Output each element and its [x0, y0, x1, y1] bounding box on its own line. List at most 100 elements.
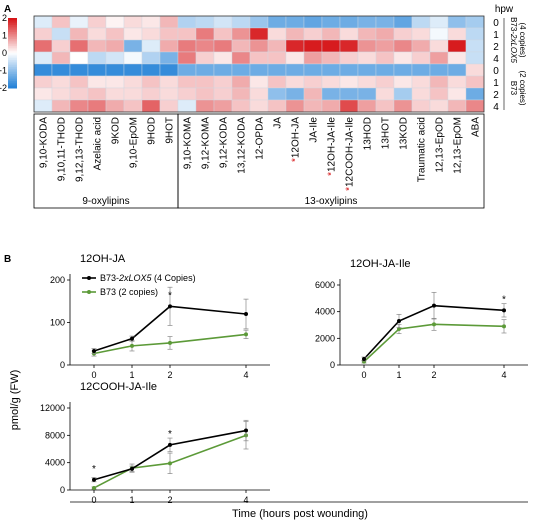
- heatmap-cell: [51, 51, 71, 65]
- colorbar-segment: [8, 86, 17, 89]
- colorbar-segment: [8, 42, 17, 45]
- row-group-name: B73: [509, 81, 518, 96]
- row-group-subtitle: (4 copies): [518, 22, 527, 57]
- heatmap-cell: [231, 87, 251, 101]
- heatmap-cell: [375, 27, 395, 41]
- column-label-text: 9,12-KOMA: [201, 117, 212, 170]
- heatmap-cell: [357, 27, 377, 41]
- significance-star: *: [92, 464, 96, 475]
- heatmap-cell: [159, 15, 179, 29]
- legend-text: (4 Copies): [152, 273, 196, 283]
- heatmap-cell: [447, 99, 467, 113]
- heatmap-cell: [105, 99, 125, 113]
- colorbar-segment: [8, 74, 17, 77]
- heatmap-cell: [69, 39, 89, 53]
- heatmap-cell: [321, 75, 341, 89]
- row-group-name-main: B73: [509, 81, 518, 96]
- heatmap-cell: [249, 99, 269, 113]
- chart-title: 12COOH-JA-Ile: [80, 381, 157, 393]
- heatmap-cell: [141, 51, 161, 65]
- colorbar-segment: [8, 58, 17, 61]
- row-label: 0: [493, 18, 499, 29]
- column-label: 12-OPDA: [255, 117, 266, 160]
- y-tick-label: 0: [60, 485, 65, 495]
- heatmap-cell: [105, 27, 125, 41]
- heatmap-cell: [447, 15, 467, 29]
- heatmap-cell: [87, 87, 107, 101]
- series-line: [93, 434, 247, 489]
- colorbar-tick-label: 0: [2, 48, 7, 58]
- colorbar-segment: [8, 81, 17, 84]
- heatmap-cell: [123, 15, 143, 29]
- heatmap-cell: [33, 15, 53, 29]
- heatmap-cell: [393, 63, 413, 77]
- heatmap-cell: [357, 87, 377, 101]
- heatmap-cell: [159, 27, 179, 41]
- heatmap-cell: [69, 27, 89, 41]
- heatmap-cell: [177, 75, 197, 89]
- heatmap-cell: [303, 39, 323, 53]
- y-tick-label: 4000: [45, 458, 65, 468]
- column-label: 9,10-EpOM: [129, 117, 140, 168]
- column-label-text: 9HOD: [147, 117, 158, 145]
- colorbar-segment: [8, 21, 17, 24]
- heatmap-cell: [195, 63, 215, 77]
- data-point: [244, 332, 248, 337]
- heatmap-cell: [33, 51, 53, 65]
- heatmap-cell: [231, 51, 251, 65]
- heatmap-cell: [159, 63, 179, 77]
- heatmap-cell: [393, 39, 413, 53]
- column-group-label: 9-oxylipins: [82, 196, 129, 207]
- y-tick-label: 200: [50, 275, 65, 285]
- heatmap-cell: [177, 51, 197, 65]
- colorbar-segment: [8, 63, 17, 66]
- row-label: 0: [493, 66, 499, 77]
- row-label: 1: [493, 78, 499, 89]
- colorbar-segment: [8, 23, 17, 26]
- heatmap-cell: [339, 87, 359, 101]
- x-tick-label: 2: [167, 370, 172, 380]
- significance-star: *: [168, 429, 172, 440]
- heatmap-cell: [159, 99, 179, 113]
- panel-b-label: B: [4, 254, 11, 265]
- column-label: Traumatic acid: [417, 117, 428, 182]
- heatmap-cell: [105, 51, 125, 65]
- heatmap-cell: [447, 87, 467, 101]
- data-point: [130, 466, 134, 471]
- data-point: [502, 324, 506, 329]
- colorbar-segment: [8, 40, 17, 43]
- x-tick-label: 1: [129, 495, 134, 505]
- colorbar-segment: [8, 61, 17, 64]
- heatmap-cell: [465, 63, 485, 77]
- column-label: 9,10-KOMA: [183, 117, 194, 170]
- heatmap-cell: [213, 15, 233, 29]
- heatmap-cell: [177, 15, 197, 29]
- heatmap-cell: [393, 15, 413, 29]
- legend-entry: B73-2xLOX5 (4 Copies): [100, 273, 196, 283]
- column-label-text: Traumatic acid: [417, 117, 428, 182]
- column-label-text: 9,10-KOMA: [183, 117, 194, 170]
- heatmap-cell: [339, 15, 359, 29]
- colorbar-segment: [8, 44, 17, 47]
- heatmap-cell: [51, 87, 71, 101]
- x-tick-label: 2: [167, 495, 172, 505]
- heatmap-cell: [321, 51, 341, 65]
- heatmap-cell: [87, 99, 107, 113]
- data-point: [432, 322, 436, 327]
- heatmap-cell: [303, 75, 323, 89]
- colorbar-segment: [8, 77, 17, 80]
- data-point: [168, 304, 172, 309]
- data-point: [168, 340, 172, 345]
- heatmap-cell: [231, 15, 251, 29]
- heatmap-cell: [429, 27, 449, 41]
- heatmap-cell: [267, 87, 287, 101]
- heatmap-cell: [33, 87, 53, 101]
- heatmap-cell: [393, 99, 413, 113]
- heatmap-cell: [393, 27, 413, 41]
- colorbar-tick-label: -1: [0, 66, 7, 76]
- series-line: [363, 323, 505, 363]
- heatmap-cell: [87, 75, 107, 89]
- heatmap-cell: [195, 39, 215, 53]
- heatmap-cell: [105, 39, 125, 53]
- y-tick-label: 0: [330, 360, 335, 370]
